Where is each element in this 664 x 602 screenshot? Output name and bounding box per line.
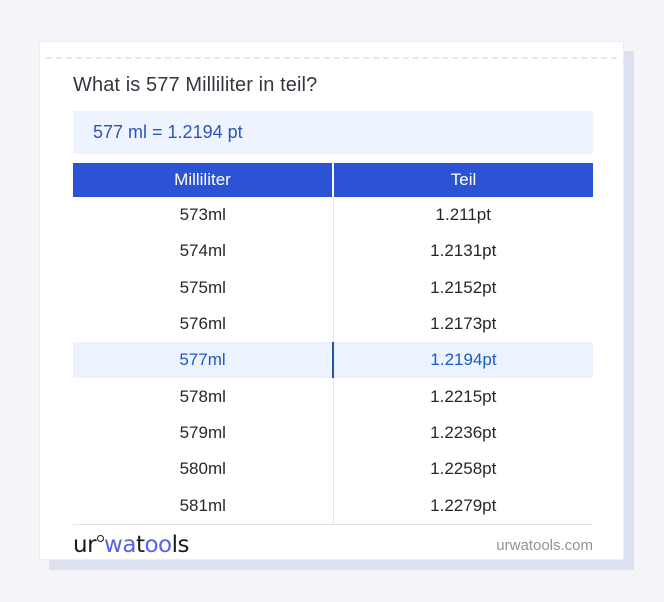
ml-cell: 576ml bbox=[73, 305, 334, 343]
logo-text-segment: ls bbox=[171, 532, 190, 558]
table-row: 574ml 1.2131pt bbox=[73, 233, 593, 270]
ml-cell: 579ml bbox=[73, 414, 334, 452]
ml-cell: 575ml bbox=[73, 269, 334, 306]
table-row: 579ml 1.2236pt bbox=[73, 414, 593, 452]
teil-cell: 1.2131pt bbox=[430, 241, 497, 261]
teil-cell: 1.2194pt bbox=[430, 350, 497, 370]
ml-cell: 574ml bbox=[73, 233, 334, 270]
table-row: 578ml 1.2215pt bbox=[73, 378, 593, 415]
ml-cell: 580ml bbox=[73, 451, 334, 488]
table-row: 575ml 1.2152pt bbox=[73, 269, 593, 306]
urwatools-logo[interactable]: ur watools bbox=[73, 532, 190, 558]
dashed-divider bbox=[46, 57, 617, 59]
table-row-current[interactable]: 577ml 1.2194pt bbox=[73, 342, 593, 379]
teil-cell: 1.2173pt bbox=[430, 314, 497, 334]
conversion-result-text: 577 ml = 1.2194 pt bbox=[93, 122, 243, 142]
ml-cell: 578ml bbox=[73, 378, 334, 415]
logo-text-segment: ur bbox=[73, 532, 97, 558]
card-footer: ur watools urwatools.com bbox=[73, 529, 593, 561]
table-header-teil: Teil bbox=[450, 170, 477, 189]
table-row: 573ml 1.211pt bbox=[73, 197, 593, 234]
teil-cell: 1.2258pt bbox=[430, 459, 497, 479]
conversion-table: Milliliter Teil 573ml 1.211pt 574ml 1.2131p… bbox=[73, 163, 593, 525]
table-row: 576ml 1.2173pt bbox=[73, 305, 593, 343]
teil-cell: 1.2236pt bbox=[430, 422, 497, 442]
teil-cell: 1.211pt bbox=[435, 205, 491, 225]
logo-text-segment: t bbox=[135, 532, 145, 558]
logo-degree-ring-icon bbox=[97, 535, 105, 542]
logo-text-segment: wa bbox=[104, 532, 136, 558]
logo-text-segment: oo bbox=[144, 532, 172, 558]
ml-cell: 581ml bbox=[73, 487, 334, 524]
teil-cell: 1.2215pt bbox=[430, 386, 497, 406]
table-header-row: Milliliter Teil bbox=[73, 163, 593, 197]
ml-cell: 577ml bbox=[73, 342, 334, 379]
table-body: 573ml 1.211pt 574ml 1.2131pt 575ml 1.2152pt 57… bbox=[73, 197, 593, 524]
site-domain-text: urwatools.com bbox=[496, 536, 593, 554]
ml-cell: 573ml bbox=[73, 197, 334, 234]
conversion-card: What is 577 Milliliter in teil? 577 ml =… bbox=[39, 41, 624, 560]
conversion-result-banner: 577 ml = 1.2194 pt bbox=[73, 111, 593, 154]
table-row: 581ml 1.2279pt bbox=[73, 487, 593, 524]
page-title: What is 577 Milliliter in teil? bbox=[73, 74, 318, 96]
table-header-milliliter: Milliliter bbox=[73, 163, 334, 197]
table-row: 580ml 1.2258pt bbox=[73, 451, 593, 488]
teil-cell: 1.2152pt bbox=[430, 277, 497, 297]
teil-cell: 1.2279pt bbox=[430, 495, 497, 515]
